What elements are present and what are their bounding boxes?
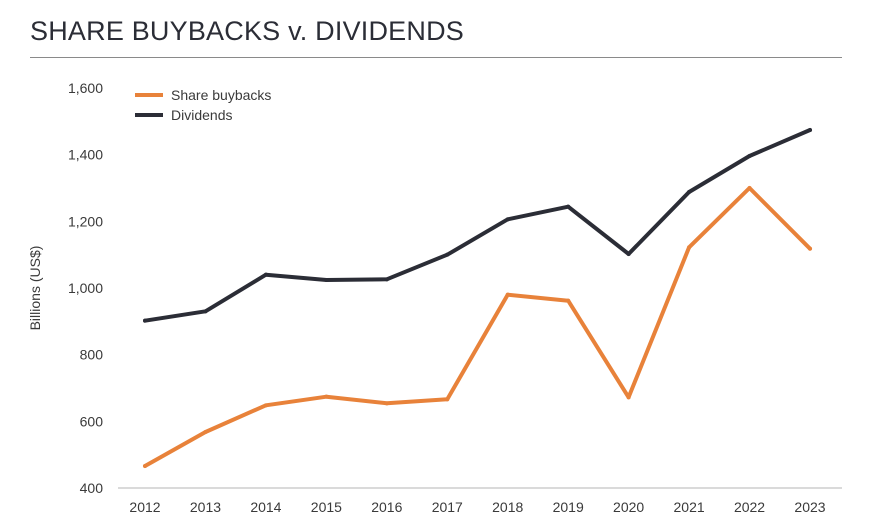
x-tick-label: 2017 bbox=[432, 499, 463, 515]
series-lines bbox=[143, 128, 812, 468]
x-tick-label: 2019 bbox=[553, 499, 584, 515]
data-point bbox=[808, 128, 812, 132]
data-point bbox=[143, 464, 147, 468]
axes: 400 600 800 1,000 1,200 1,400 1,600 2012 2013 201… bbox=[68, 80, 842, 515]
data-point bbox=[687, 245, 692, 250]
data-point bbox=[263, 403, 268, 408]
x-tick-label: 2012 bbox=[129, 499, 160, 515]
y-tick-label: 1,000 bbox=[68, 280, 103, 296]
y-axis-label: Billions (US$) bbox=[27, 246, 43, 331]
data-point bbox=[687, 190, 692, 194]
x-tick-label: 2015 bbox=[311, 499, 342, 515]
data-point bbox=[445, 252, 450, 257]
data-point bbox=[324, 278, 329, 282]
legend-label: Dividends bbox=[171, 107, 232, 123]
x-tick-label: 2014 bbox=[250, 499, 281, 515]
legend-label: Share buybacks bbox=[171, 87, 271, 103]
data-point bbox=[263, 272, 268, 277]
data-point bbox=[566, 298, 571, 303]
y-tick-label: 600 bbox=[80, 413, 104, 429]
y-tick-label: 1,200 bbox=[68, 213, 103, 229]
data-point bbox=[747, 154, 752, 158]
x-tick-label: 2021 bbox=[674, 499, 705, 515]
data-point bbox=[566, 204, 571, 209]
data-point bbox=[505, 292, 510, 297]
data-point bbox=[384, 277, 389, 282]
series-line-share-buybacks bbox=[143, 186, 812, 468]
x-tick-label: 2013 bbox=[190, 499, 221, 515]
data-point bbox=[203, 309, 208, 314]
x-tick-label: 2022 bbox=[734, 499, 765, 515]
data-point bbox=[808, 246, 812, 251]
data-point bbox=[445, 397, 450, 402]
legend: Share buybacks Dividends bbox=[135, 87, 271, 123]
y-tick-label: 1,600 bbox=[68, 80, 103, 96]
y-tick-label: 1,400 bbox=[68, 147, 103, 163]
x-tick-label: 2016 bbox=[371, 499, 402, 515]
x-tick-label: 2023 bbox=[794, 499, 825, 515]
data-point bbox=[203, 430, 208, 434]
data-point bbox=[747, 186, 752, 190]
chart-title: SHARE BUYBACKS v. DIVIDENDS bbox=[30, 16, 464, 46]
data-point bbox=[505, 217, 510, 222]
data-point bbox=[143, 318, 147, 323]
data-point bbox=[384, 401, 389, 406]
y-tick-label: 400 bbox=[80, 480, 104, 496]
data-point bbox=[626, 252, 631, 256]
series-line-dividends bbox=[143, 128, 812, 323]
x-tick-label: 2018 bbox=[492, 499, 523, 515]
x-tick-label: 2020 bbox=[613, 499, 644, 515]
y-tick-label: 800 bbox=[80, 347, 104, 363]
data-point bbox=[626, 395, 631, 400]
title-divider bbox=[30, 57, 842, 58]
data-point bbox=[324, 394, 329, 399]
